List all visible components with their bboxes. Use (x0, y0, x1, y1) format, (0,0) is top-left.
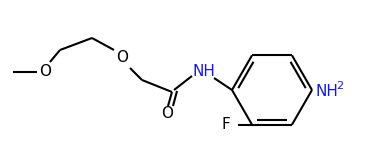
Text: 2: 2 (336, 81, 343, 91)
Text: O: O (161, 106, 173, 122)
Text: NH: NH (193, 64, 216, 80)
Text: NH: NH (316, 84, 339, 99)
Text: F: F (221, 117, 230, 132)
Text: O: O (116, 51, 128, 66)
Text: O: O (39, 64, 51, 80)
